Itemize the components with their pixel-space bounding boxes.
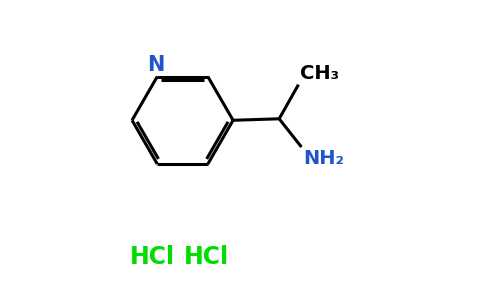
Text: NH₂: NH₂	[303, 148, 344, 167]
Text: N: N	[147, 55, 165, 75]
Text: CH₃: CH₃	[300, 64, 339, 83]
Text: HCl: HCl	[184, 245, 229, 269]
Text: HCl: HCl	[130, 245, 175, 269]
